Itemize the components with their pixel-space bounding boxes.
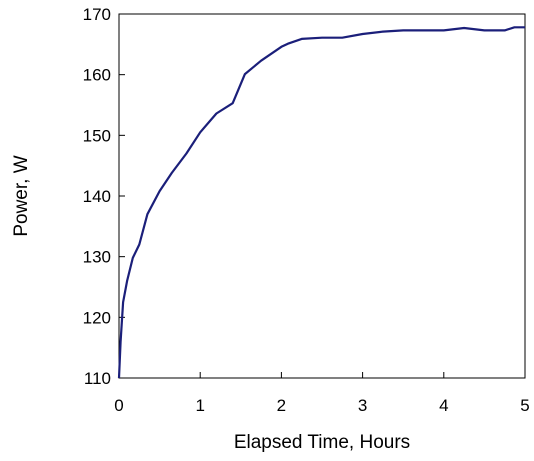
y-tick-label: 150 bbox=[83, 126, 111, 145]
y-tick-label: 160 bbox=[83, 66, 111, 85]
x-tick-label: 3 bbox=[358, 396, 367, 415]
x-tick-label: 5 bbox=[520, 396, 529, 415]
x-tick-label: 2 bbox=[277, 396, 286, 415]
power-series-line bbox=[117, 26, 525, 379]
x-axis-ticks: 0 1 2 3 4 5 bbox=[114, 372, 530, 415]
x-axis-label: Elapsed Time, Hours bbox=[234, 432, 410, 453]
y-tick-label: 140 bbox=[83, 187, 111, 206]
x-tick-label: 1 bbox=[195, 396, 204, 415]
y-tick-label: 170 bbox=[83, 5, 111, 24]
y-tick-label: 110 bbox=[84, 369, 111, 388]
y-tick-label: 120 bbox=[83, 308, 111, 327]
plot-area-frame bbox=[118, 13, 526, 379]
x-tick-label: 0 bbox=[114, 396, 123, 415]
y-axis-label: Power, W bbox=[11, 155, 32, 236]
x-tick-label: 4 bbox=[439, 396, 448, 415]
y-tick-label: 130 bbox=[83, 248, 111, 267]
y-axis-ticks: 110 120 130 140 150 160 170 bbox=[83, 5, 125, 388]
